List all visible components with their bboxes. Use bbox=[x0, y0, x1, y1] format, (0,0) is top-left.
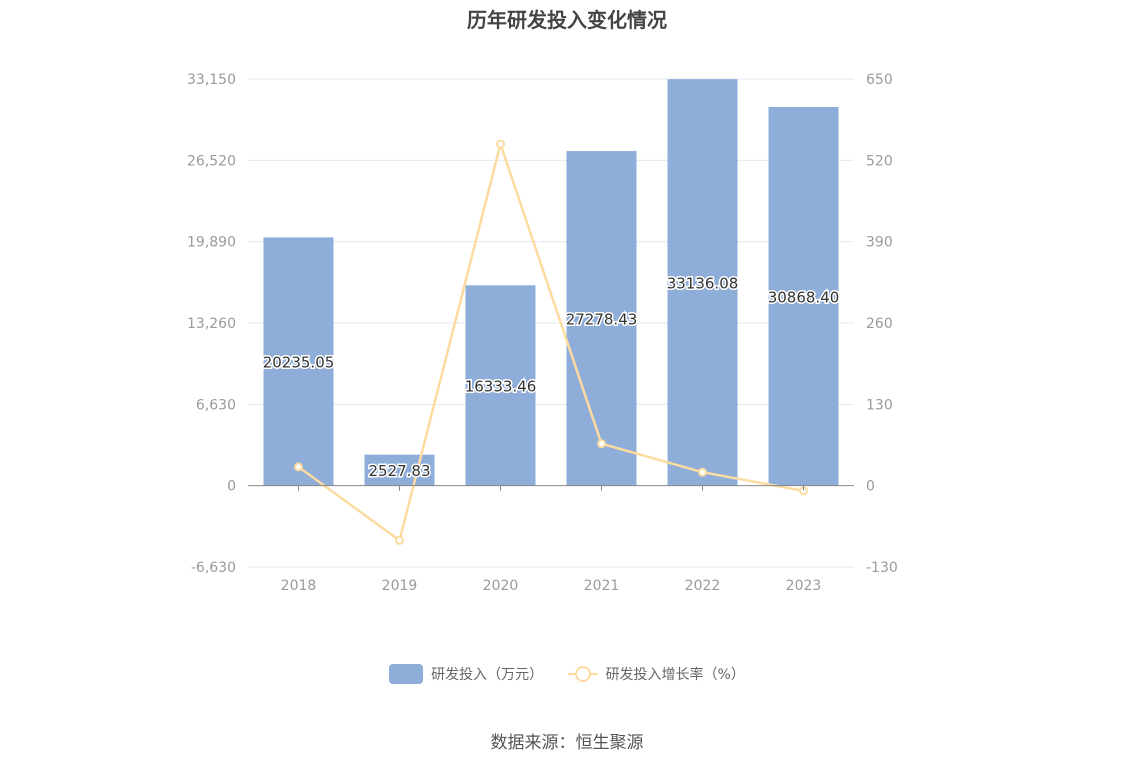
bar-value-label: 27278.43 bbox=[566, 310, 638, 328]
y-left-tick-label: -6,630 bbox=[191, 560, 236, 576]
growth-line bbox=[297, 139, 804, 543]
legend-line-swatch bbox=[567, 664, 598, 684]
y-left-tick-label: 26,520 bbox=[187, 153, 236, 169]
grid-lines bbox=[248, 78, 854, 568]
y-right-tick-label: -130 bbox=[866, 560, 898, 576]
legend-bar-swatch bbox=[389, 664, 424, 684]
growth-point bbox=[698, 467, 707, 477]
legend: 研发投入（万元） 研发投入增长率（%） bbox=[0, 664, 1134, 688]
bar bbox=[263, 237, 334, 486]
bar bbox=[566, 151, 637, 486]
bar-value-label: 33136.08 bbox=[667, 274, 739, 292]
y-left-tick-label: 6,630 bbox=[196, 397, 236, 413]
bar-series bbox=[263, 79, 839, 486]
y-right-tick-label: 520 bbox=[866, 153, 893, 169]
y-right-tick-label: 130 bbox=[866, 397, 893, 413]
legend-item-line[interactable]: 研发投入增长率（%） bbox=[567, 664, 745, 684]
x-tick-label: 2023 bbox=[786, 578, 822, 594]
bar-value-label: 20235.05 bbox=[263, 354, 335, 372]
y-left-tick-label: 13,260 bbox=[187, 316, 236, 332]
bar-value-label: 16333.46 bbox=[465, 377, 537, 395]
bar-value-labels: 20235.05 2527.83 16333.46 27278.43 33136.08 3… bbox=[261, 273, 841, 482]
legend-bar-label: 研发投入（万元） bbox=[431, 667, 544, 683]
y-right-tick-label: 260 bbox=[866, 316, 893, 332]
chart-title: 历年研发投入变化情况 bbox=[467, 8, 667, 32]
y-left-tick-label: 19,890 bbox=[187, 235, 236, 251]
axes: -6,630 0 6,630 13,260 19,890 26,520 33,150 -130… bbox=[187, 72, 898, 594]
y-left-tick-label: 0 bbox=[227, 479, 236, 495]
y-left-tick-label: 33,150 bbox=[187, 72, 236, 88]
growth-point bbox=[597, 439, 606, 449]
bar bbox=[465, 285, 536, 486]
x-tick-label: 2018 bbox=[281, 578, 317, 594]
bar-value-label: 30868.40 bbox=[768, 288, 840, 306]
bar bbox=[364, 454, 435, 486]
line-series bbox=[294, 139, 808, 545]
legend-line-label: 研发投入增长率（%） bbox=[605, 667, 745, 683]
y-right-tick-label: 390 bbox=[866, 235, 893, 251]
legend-item-bar[interactable]: 研发投入（万元） bbox=[389, 664, 543, 684]
growth-point bbox=[294, 462, 303, 472]
y-right-tick-label: 0 bbox=[866, 479, 875, 495]
growth-point bbox=[395, 535, 404, 545]
x-tick-label: 2021 bbox=[584, 578, 620, 594]
bar bbox=[667, 79, 738, 486]
data-source: 数据来源：恒生聚源 bbox=[490, 733, 644, 753]
growth-point bbox=[496, 139, 505, 149]
x-tick-label: 2022 bbox=[685, 578, 721, 594]
x-tick-label: 2020 bbox=[483, 578, 519, 594]
x-tick-label: 2019 bbox=[382, 578, 418, 594]
y-right-tick-label: 650 bbox=[866, 72, 893, 88]
bar-value-label: 2527.83 bbox=[368, 462, 430, 480]
bar bbox=[768, 106, 839, 486]
